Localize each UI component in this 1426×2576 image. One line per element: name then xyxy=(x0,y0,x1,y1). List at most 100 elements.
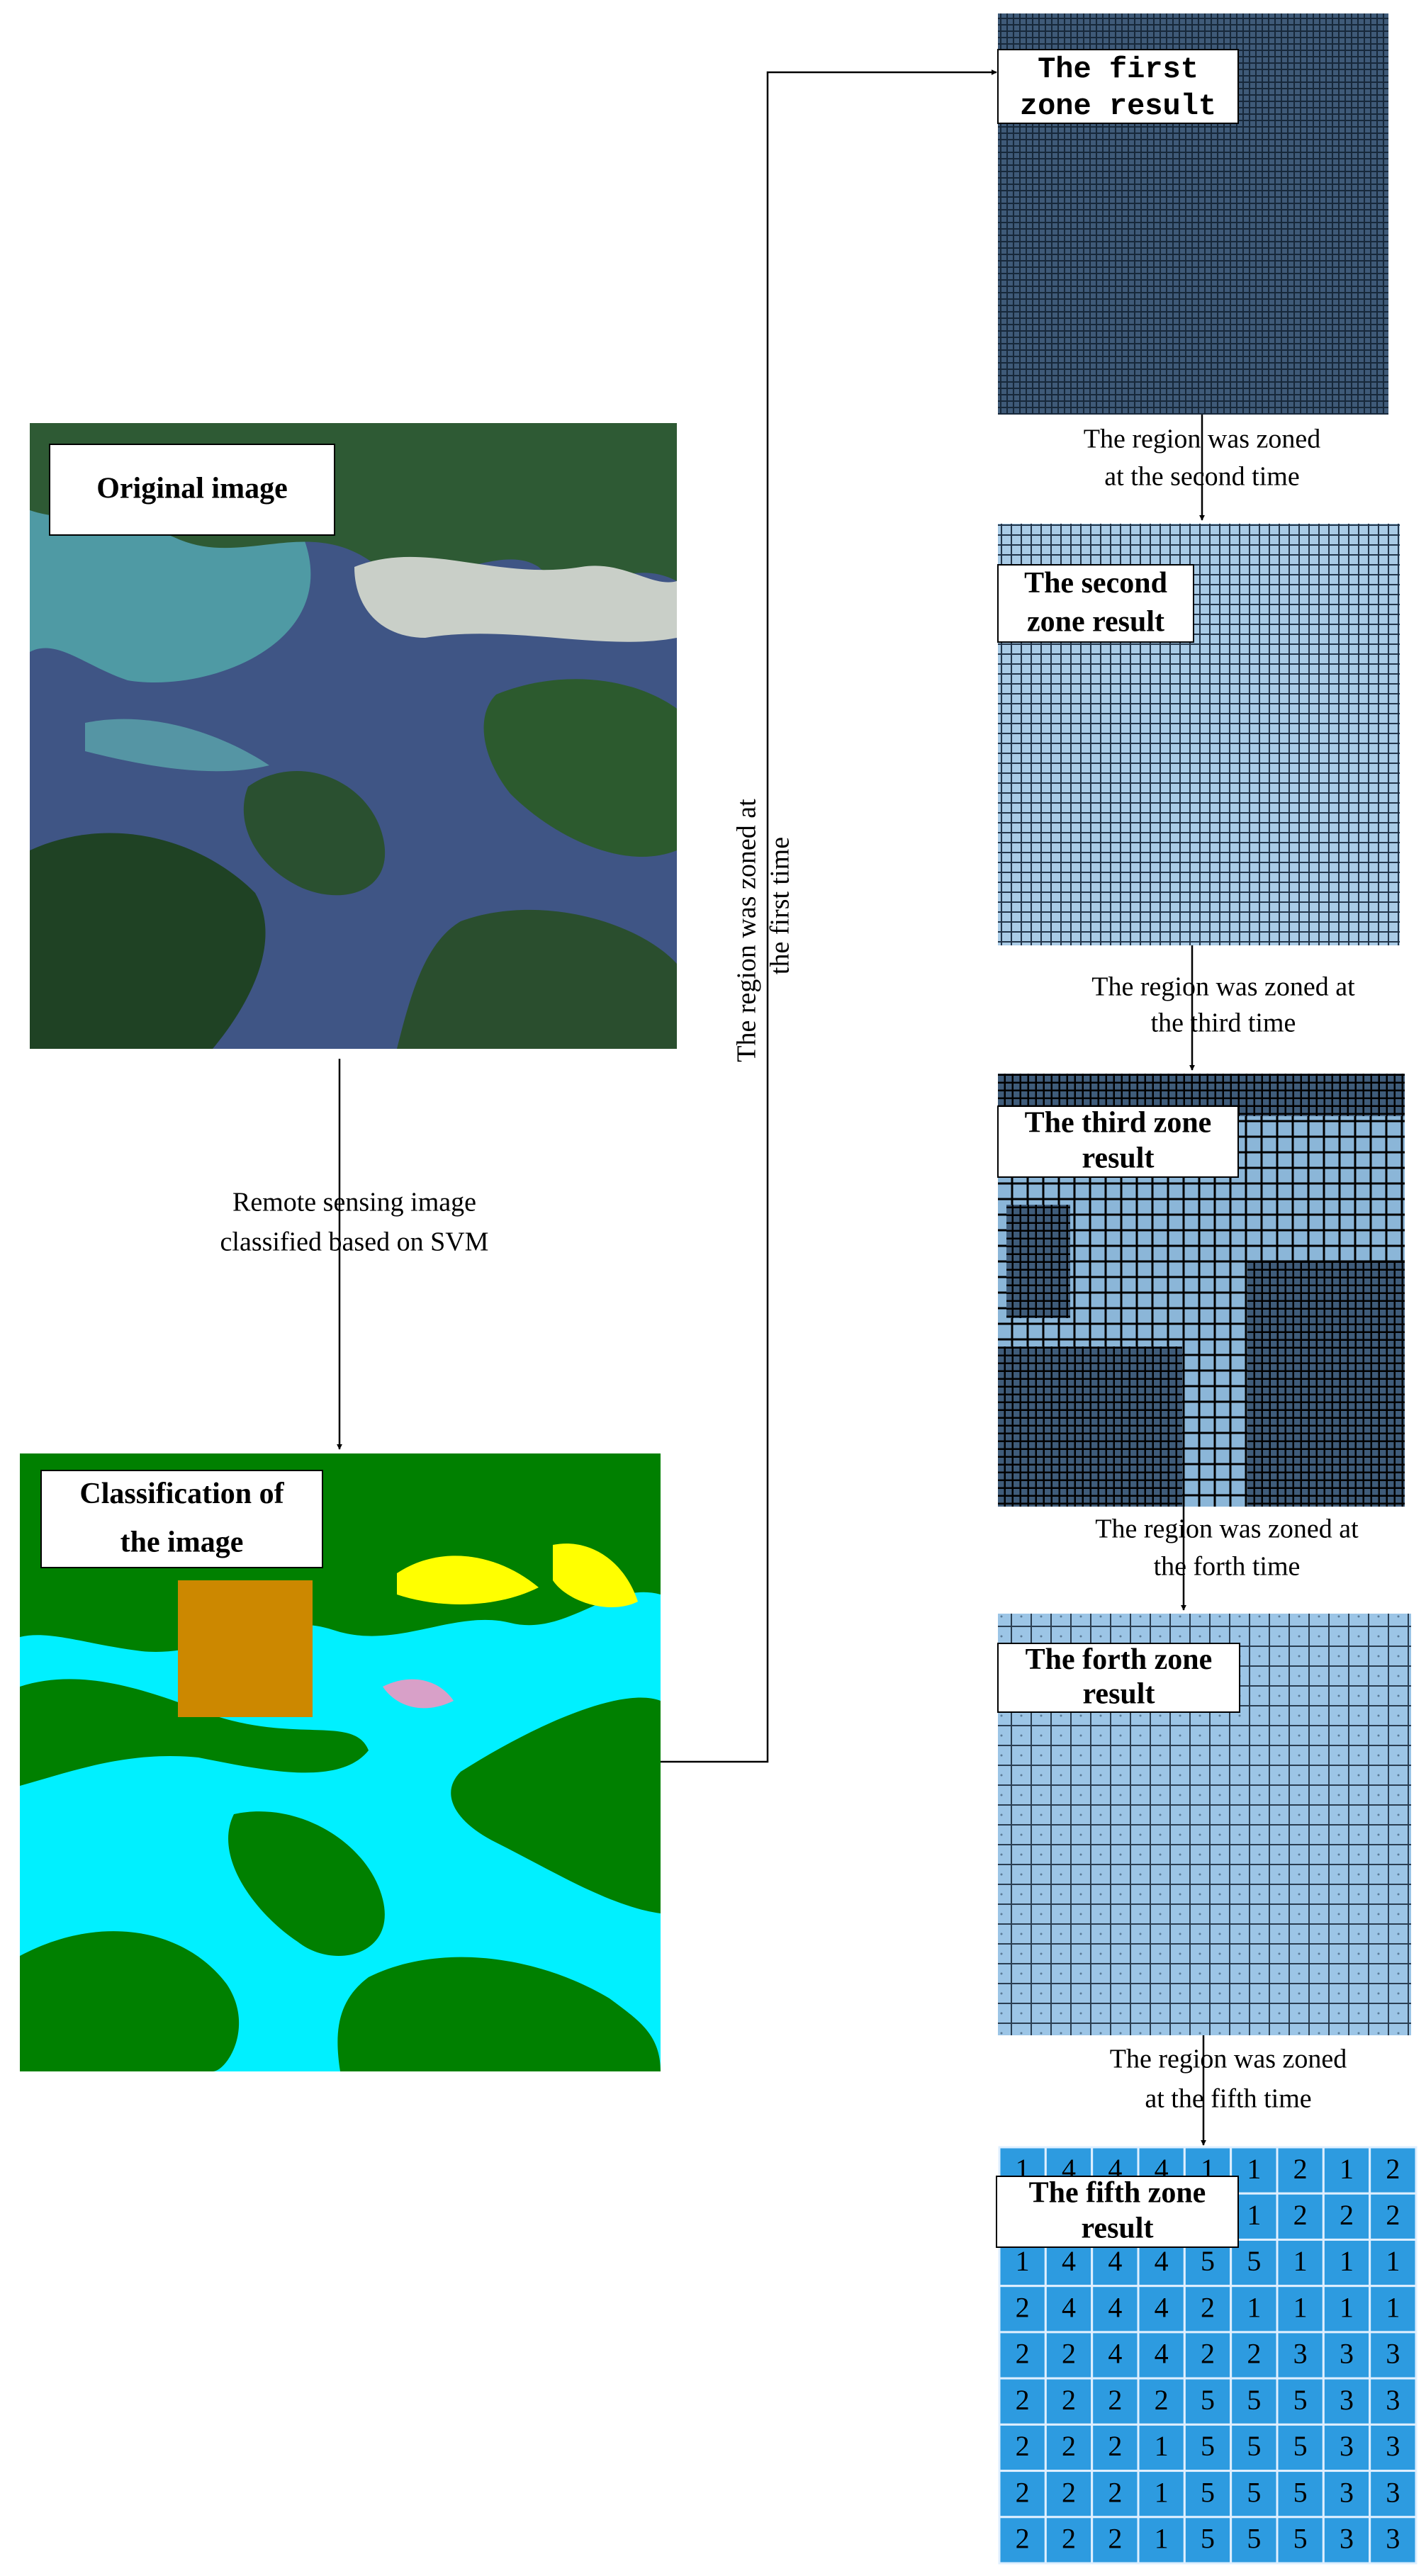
grid-value: 5 xyxy=(1293,2384,1308,2416)
grid-value: 3 xyxy=(1340,2338,1354,2370)
grid-value: 2 xyxy=(1386,2199,1400,2231)
arrow-label: The region was zoned xyxy=(1084,424,1321,454)
label-text: result xyxy=(1082,1142,1155,1175)
grid-value: 2 xyxy=(1340,2199,1354,2231)
grid-cell xyxy=(1369,2192,1417,2241)
grid-cell xyxy=(1369,2423,1417,2473)
label-text: Classification of xyxy=(79,1478,284,1510)
grid-value: 4 xyxy=(1108,2245,1122,2277)
arrow-label: at the fifth time xyxy=(1145,2084,1311,2114)
grid-value: 3 xyxy=(1386,2523,1400,2555)
grid-value: 2 xyxy=(1386,2153,1400,2185)
label-box xyxy=(40,1470,323,1568)
label-text: The forth zone xyxy=(1026,1643,1213,1676)
grid-cell xyxy=(1091,2423,1140,2473)
label-box xyxy=(49,444,335,536)
arrow-label: The region was zoned at xyxy=(732,799,762,1062)
grid-value: 5 xyxy=(1247,2476,1261,2508)
grid-value: 5 xyxy=(1293,2523,1308,2555)
grid-value: 2 xyxy=(1062,2523,1076,2555)
grid-cell xyxy=(1183,2331,1233,2380)
grid-value: 2 xyxy=(1108,2430,1122,2462)
grid-value: 2 xyxy=(1016,2430,1030,2462)
grid-value: 3 xyxy=(1340,2430,1354,2462)
grid-value: 4 xyxy=(1108,2291,1122,2323)
label-text: The third zone xyxy=(1025,1107,1212,1140)
grid-cell xyxy=(1137,2470,1186,2519)
grid-value: 1 xyxy=(1247,2153,1261,2185)
grid-value: 5 xyxy=(1201,2430,1215,2462)
grid-value: 2 xyxy=(1016,2384,1030,2416)
grid-value: 4 xyxy=(1155,2245,1169,2277)
arrow-label: the forth time xyxy=(1154,1552,1301,1582)
grid-cell xyxy=(1137,2516,1186,2565)
grid-value: 2 xyxy=(1016,2523,1030,2555)
arrow-label: at the second time xyxy=(1104,462,1299,492)
grid-value: 2 xyxy=(1062,2338,1076,2370)
grid-value: 1 xyxy=(1340,2291,1354,2323)
label-box xyxy=(997,49,1239,124)
label-text: The second xyxy=(1024,567,1167,600)
grid-cell xyxy=(1276,2285,1325,2334)
grid-cell xyxy=(1230,2285,1279,2334)
grid-value: 1 xyxy=(1293,2291,1308,2323)
grid-value: 4 xyxy=(1108,2338,1122,2370)
grid-cell xyxy=(1276,2516,1325,2565)
grid-value: 4 xyxy=(1062,2291,1076,2323)
grid-value: 2 xyxy=(1108,2523,1122,2555)
label-text: zone result xyxy=(1020,89,1216,123)
arrow-label: the first time xyxy=(765,837,795,974)
grid-cell xyxy=(1230,2423,1279,2473)
grid-cell xyxy=(1276,2146,1325,2195)
label-box xyxy=(997,1106,1239,1178)
grid-value: 2 xyxy=(1155,2384,1169,2416)
grid-cell xyxy=(1369,2470,1417,2519)
grid-value: 2 xyxy=(1108,2384,1122,2416)
grid-value: 3 xyxy=(1386,2430,1400,2462)
grid-cell xyxy=(1230,2470,1279,2519)
grid-cell xyxy=(1091,2285,1140,2334)
grid-value: 5 xyxy=(1201,2384,1215,2416)
grid-value: 2 xyxy=(1293,2199,1308,2231)
grid-value: 1 xyxy=(1155,2523,1169,2555)
grid-value: 5 xyxy=(1247,2245,1261,2277)
label-text: The fifth zone xyxy=(1029,2177,1206,2210)
grid-cell xyxy=(1276,2423,1325,2473)
grid-value: 3 xyxy=(1293,2338,1308,2370)
arrow-label: Remote sensing image xyxy=(232,1188,476,1217)
grid-value: 3 xyxy=(1386,2384,1400,2416)
labels: Original image Classification of the image… xyxy=(40,49,1359,2248)
grid-cell xyxy=(1044,2331,1094,2380)
label-text: zone result xyxy=(1027,605,1164,638)
grid-cell xyxy=(1322,2285,1371,2334)
grid-value: 1 xyxy=(1293,2245,1308,2277)
grid-value: 5 xyxy=(1247,2430,1261,2462)
label-box xyxy=(997,564,1194,643)
grid-value: 5 xyxy=(1293,2430,1308,2462)
grid-cell xyxy=(998,2423,1047,2473)
grid-value: 2 xyxy=(1016,2476,1030,2508)
grid-value: 2 xyxy=(1247,2338,1261,2370)
grid-value: 2 xyxy=(1062,2384,1076,2416)
grid-value: 4 xyxy=(1155,2291,1169,2323)
grid-cell xyxy=(1137,2377,1186,2426)
grid-value: 4 xyxy=(1155,2338,1169,2370)
label-text: the image xyxy=(120,1526,244,1558)
arrow-label: The region was zoned xyxy=(1110,2045,1347,2074)
connectors xyxy=(337,69,1206,2146)
grid-value: 1 xyxy=(1155,2430,1169,2462)
grid-cell xyxy=(1369,2146,1417,2195)
grid-cell xyxy=(1369,2285,1417,2334)
grid-value: 1 xyxy=(1247,2199,1261,2231)
grid-cell xyxy=(1369,2516,1417,2565)
grid-value: 1 xyxy=(1016,2245,1030,2277)
grid-value: 2 xyxy=(1201,2338,1215,2370)
grid-cell xyxy=(1183,2423,1233,2473)
grid-value: 1 xyxy=(1340,2153,1354,2185)
grid-value: 2 xyxy=(1062,2476,1076,2508)
grid-value: 1 xyxy=(1386,2245,1400,2277)
grid-value: 1 xyxy=(1340,2245,1354,2277)
label-text: Original image xyxy=(96,473,287,505)
label-text: result xyxy=(1083,1677,1155,1710)
